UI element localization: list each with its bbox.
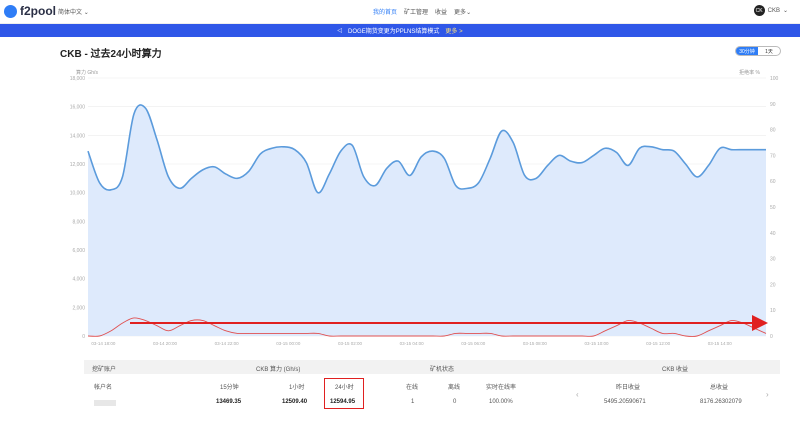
y-axis-label-left: 算力 Gh/s	[76, 69, 98, 76]
account-switcher[interactable]: CK CKB ⌄	[753, 5, 788, 16]
hashrate-line	[87, 104, 766, 194]
y-tick-label-left: 0	[82, 334, 85, 340]
x-tick-label: 03-14 18:00	[91, 341, 116, 346]
y-tick-label-right: 100	[770, 76, 779, 82]
col-1h: 1小时	[289, 385, 305, 391]
prev-arrow-icon[interactable]: ‹	[576, 390, 579, 399]
value-offline: 0	[453, 399, 457, 405]
chevron-down-icon: ⌄	[466, 10, 472, 16]
value-yesterday: 5495.20590671	[604, 399, 646, 405]
col-realtime-online: 实时在线率	[486, 385, 517, 391]
col-24h: 24小时	[335, 385, 354, 391]
y-tick-label-left: 12,000	[70, 162, 86, 168]
next-arrow-icon[interactable]: ›	[766, 390, 769, 399]
value-24h: 12594.95	[330, 399, 356, 405]
y-tick-label-right: 80	[770, 128, 776, 134]
reject-rate-line	[87, 317, 767, 337]
top-nav: f2pool 简体中文 ⌄ 我的首页 矿工管理 收益 更多⌄ CK CKB ⌄	[0, 0, 800, 24]
col-yesterday: 昨日收益	[616, 385, 641, 391]
x-tick-label: 03-15 06:00	[461, 341, 486, 346]
y-tick-label-left: 4,000	[72, 277, 85, 283]
hashrate-area	[88, 104, 766, 336]
y-tick-label-left: 8,000	[72, 219, 85, 225]
y-tick-label-right: 90	[770, 102, 776, 108]
col-15min: 15分钟	[220, 385, 239, 391]
menu-item-earnings[interactable]: 收益	[435, 10, 448, 16]
x-tick-label: 03-15 00:00	[276, 341, 301, 346]
chevron-down-icon: ⌄	[83, 10, 89, 16]
value-total: 8176.26302079	[700, 399, 742, 405]
menu-item-miners[interactable]: 矿工管理	[404, 10, 429, 16]
highlight-box-24h	[324, 378, 364, 409]
y-tick-label-right: 50	[770, 205, 776, 211]
announcement-more-link[interactable]: 更多 >	[445, 29, 463, 35]
y-tick-label-right: 10	[770, 308, 776, 314]
y-tick-label-left: 18,000	[70, 76, 86, 82]
language-label: 简体中文	[58, 10, 83, 16]
summary-table: 挖矿账户 CKB 算力 (Gh/s) 矿机状态 CKB 收益 帐户名 15分钟 …	[84, 360, 780, 418]
y-tick-label-left: 6,000	[72, 248, 85, 254]
y-tick-label-right: 0	[770, 334, 773, 340]
main-menu: 我的首页 矿工管理 收益 更多⌄	[373, 7, 471, 16]
y-tick-label-right: 60	[770, 179, 776, 185]
y-tick-label-right: 40	[770, 231, 776, 237]
menu-item-more[interactable]: 更多⌄	[454, 10, 472, 16]
col-online: 在线	[406, 385, 419, 391]
interval-toggle: 30分钟 1天	[735, 46, 781, 56]
hashrate-chart: 0 2,000 4,000 6,000 8,000 10,000 12,000 14,000 1…	[70, 69, 779, 346]
language-select[interactable]: 简体中文 ⌄	[58, 7, 89, 16]
account-name: CKB	[767, 7, 780, 14]
col-offline: 离线	[448, 385, 461, 391]
logo-text: f2pool	[20, 4, 56, 18]
x-tick-label: 03-15 12:00	[646, 341, 671, 346]
announcement-banner: ◁ DOGE期货变更为PPLNS结算模式 更多 >	[0, 24, 800, 37]
menu-item-home[interactable]: 我的首页	[373, 10, 398, 16]
y-tick-label-right: 70	[770, 153, 776, 159]
page-title: CKB - 过去24小时算力	[60, 49, 162, 60]
x-tick-label: 03-15 04:00	[400, 341, 425, 346]
group-account: 挖矿账户	[92, 367, 117, 373]
y-tick-label-right: 30	[770, 257, 776, 263]
value-15min: 13469.35	[216, 399, 242, 405]
x-tick-label: 03-15 10:00	[584, 341, 609, 346]
y-tick-label-left: 10,000	[70, 191, 86, 197]
x-tick-label: 03-15 08:00	[523, 341, 548, 346]
y-tick-label-left: 2,000	[72, 305, 85, 311]
col-account: 帐户名	[94, 385, 113, 391]
y-axis-label-right: 拒绝率 %	[739, 69, 760, 76]
table-group-header	[84, 360, 780, 374]
x-tick-label: 03-15 14:00	[708, 341, 733, 346]
logo-icon	[4, 4, 17, 18]
x-tick-label: 03-15 02:00	[338, 341, 363, 346]
toggle-30min[interactable]: 30分钟	[736, 47, 758, 55]
x-tick-label: 03-14 20:00	[153, 341, 178, 346]
value-1h: 12509.40	[282, 399, 308, 405]
y-tick-label-right: 20	[770, 282, 776, 288]
chevron-down-icon: ⌄	[782, 8, 788, 14]
value-realtime-online: 100.00%	[489, 399, 513, 405]
value-online: 1	[411, 399, 415, 405]
announcement-text: DOGE期货变更为PPLNS结算模式	[348, 29, 440, 35]
group-hashrate: CKB 算力 (Gh/s)	[256, 367, 301, 373]
toggle-1day[interactable]: 1天	[765, 48, 773, 55]
y-tick-label-left: 16,000	[70, 105, 86, 111]
col-total: 总收益	[710, 385, 729, 391]
account-name-redacted	[94, 400, 116, 406]
x-tick-label: 03-14 22:00	[215, 341, 240, 346]
logo[interactable]: f2pool	[4, 4, 56, 18]
y-tick-label-left: 14,000	[70, 133, 86, 139]
announcement-icon: ◁	[337, 28, 343, 34]
avatar: CK	[753, 5, 765, 16]
group-earnings: CKB 收益	[662, 367, 689, 373]
group-miner-status: 矿机状态	[430, 367, 455, 373]
